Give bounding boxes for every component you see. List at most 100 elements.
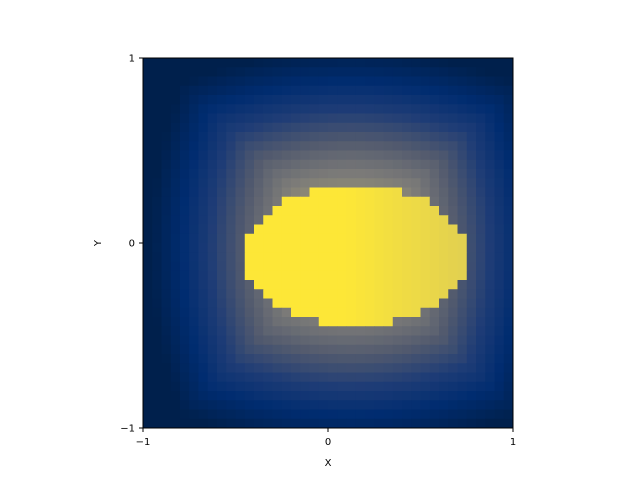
heatmap-cells bbox=[143, 58, 514, 429]
heatmap-cell bbox=[365, 344, 375, 355]
heatmap-cell bbox=[328, 85, 338, 96]
heatmap-cell bbox=[318, 363, 329, 373]
heatmap-cell bbox=[457, 196, 468, 207]
heatmap-cell bbox=[170, 391, 181, 401]
heatmap-cell bbox=[180, 95, 190, 105]
heatmap-cell bbox=[439, 261, 449, 272]
heatmap-cell bbox=[161, 113, 172, 124]
heatmap-cell bbox=[318, 58, 329, 68]
heatmap-cell bbox=[346, 391, 357, 401]
heatmap-cell bbox=[198, 187, 209, 198]
heatmap-cell bbox=[309, 418, 320, 429]
heatmap-cell bbox=[272, 104, 283, 114]
heatmap-cell bbox=[207, 85, 218, 96]
heatmap-cell bbox=[466, 326, 477, 336]
heatmap-cell bbox=[457, 206, 468, 216]
heatmap-cell bbox=[411, 67, 421, 77]
heatmap-cell bbox=[457, 307, 468, 318]
heatmap-cell bbox=[355, 159, 366, 170]
heatmap-cell bbox=[355, 243, 366, 253]
heatmap-cell bbox=[439, 289, 449, 299]
heatmap-cell bbox=[457, 391, 468, 401]
heatmap-cell bbox=[476, 178, 486, 188]
heatmap-cell bbox=[318, 391, 329, 401]
heatmap-cell bbox=[429, 58, 440, 68]
heatmap-cell bbox=[291, 400, 301, 410]
heatmap-cell bbox=[448, 150, 458, 161]
heatmap-cell bbox=[337, 187, 347, 198]
heatmap-cell bbox=[503, 122, 514, 133]
heatmap-cell bbox=[411, 270, 421, 281]
heatmap-cell bbox=[217, 307, 227, 318]
heatmap-cell bbox=[226, 243, 236, 253]
heatmap-cell bbox=[198, 95, 209, 105]
heatmap-cell bbox=[281, 206, 292, 216]
heatmap-cell bbox=[143, 58, 153, 68]
heatmap-cell bbox=[429, 215, 440, 225]
heatmap-cell bbox=[272, 391, 283, 401]
heatmap-cell bbox=[235, 354, 246, 364]
heatmap-cell bbox=[466, 317, 477, 327]
heatmap-cell bbox=[217, 409, 227, 420]
heatmap-cell bbox=[300, 326, 310, 336]
heatmap-cell bbox=[420, 344, 431, 355]
heatmap-cell bbox=[272, 233, 283, 244]
heatmap-cell bbox=[291, 215, 301, 225]
heatmap-cell bbox=[189, 206, 199, 216]
heatmap-cell bbox=[161, 344, 172, 355]
heatmap-cell bbox=[439, 363, 449, 373]
heatmap-cell bbox=[152, 307, 162, 318]
heatmap-cell bbox=[226, 104, 236, 114]
heatmap-cell bbox=[180, 418, 190, 429]
heatmap-cell bbox=[411, 307, 421, 318]
heatmap-cell bbox=[235, 215, 246, 225]
heatmap-cell bbox=[263, 141, 273, 151]
heatmap-cell bbox=[272, 169, 283, 179]
heatmap-cell bbox=[235, 159, 246, 170]
heatmap-cell bbox=[374, 76, 384, 87]
heatmap-cell bbox=[355, 233, 366, 244]
heatmap-cell bbox=[328, 132, 338, 142]
heatmap-cell bbox=[272, 76, 283, 87]
heatmap-cell bbox=[420, 85, 431, 96]
heatmap-cell bbox=[485, 104, 495, 114]
heatmap-cell bbox=[263, 178, 273, 188]
heatmap-cell bbox=[355, 280, 366, 290]
heatmap-cell bbox=[355, 391, 366, 401]
heatmap-cell bbox=[429, 76, 440, 87]
heatmap-cell bbox=[448, 354, 458, 364]
heatmap-cell bbox=[291, 307, 301, 318]
heatmap-cell bbox=[217, 289, 227, 299]
heatmap-cell bbox=[485, 354, 495, 364]
heatmap-cell bbox=[263, 224, 273, 235]
heatmap-cell bbox=[235, 67, 246, 77]
heatmap-cell bbox=[365, 67, 375, 77]
heatmap-cell bbox=[420, 141, 431, 151]
heatmap-cell bbox=[143, 141, 153, 151]
heatmap-cell bbox=[466, 289, 477, 299]
heatmap-cell bbox=[476, 132, 486, 142]
heatmap-cell bbox=[346, 270, 357, 281]
heatmap-cell bbox=[392, 400, 403, 410]
heatmap-cell bbox=[226, 132, 236, 142]
heatmap-cell bbox=[383, 326, 394, 336]
heatmap-cell bbox=[180, 317, 190, 327]
heatmap-cell bbox=[328, 187, 338, 198]
heatmap-cell bbox=[448, 391, 458, 401]
heatmap-cell bbox=[374, 224, 384, 235]
heatmap-cell bbox=[503, 391, 514, 401]
heatmap-cell bbox=[383, 363, 394, 373]
heatmap-cell bbox=[217, 252, 227, 262]
heatmap-cell bbox=[189, 196, 199, 207]
heatmap-cell bbox=[392, 344, 403, 355]
heatmap-cell bbox=[494, 298, 505, 309]
heatmap-cell bbox=[235, 298, 246, 309]
heatmap-cell bbox=[402, 381, 412, 392]
heatmap-cell bbox=[244, 159, 255, 170]
heatmap-cell bbox=[226, 270, 236, 281]
heatmap-cell bbox=[411, 159, 421, 170]
heatmap-cell bbox=[420, 58, 431, 68]
heatmap-cell bbox=[337, 141, 347, 151]
heatmap-cell bbox=[337, 344, 347, 355]
heatmap-cell bbox=[485, 67, 495, 77]
